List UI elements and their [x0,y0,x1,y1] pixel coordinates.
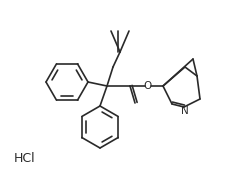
Text: HCl: HCl [14,153,36,166]
Text: N: N [181,106,189,116]
Text: O: O [144,81,152,91]
